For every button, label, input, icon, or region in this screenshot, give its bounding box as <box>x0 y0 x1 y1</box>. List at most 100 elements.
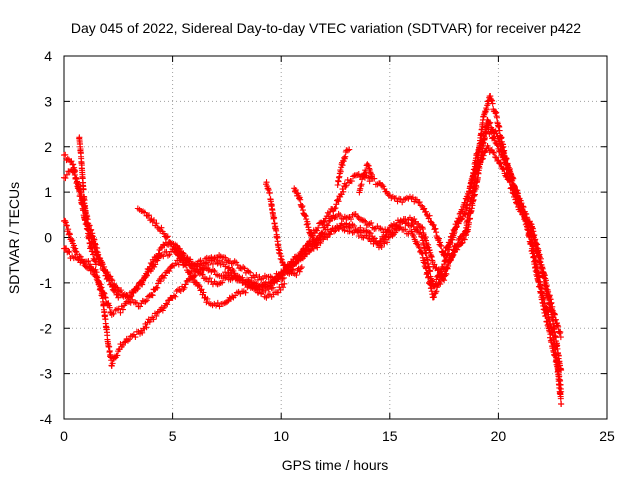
series-track-10 <box>356 161 375 196</box>
data-point <box>380 183 387 190</box>
data-point <box>62 151 69 158</box>
data-point <box>178 254 185 261</box>
data-point <box>117 309 124 316</box>
data-point <box>195 281 202 288</box>
data-point <box>303 216 310 223</box>
data-point <box>318 229 325 236</box>
data-point <box>416 244 423 251</box>
data-point <box>66 230 73 237</box>
data-point <box>462 199 469 206</box>
data-point <box>558 401 565 408</box>
data-point <box>72 245 79 252</box>
data-point <box>160 253 167 260</box>
data-point <box>441 252 448 259</box>
data-point <box>206 275 213 282</box>
data-point <box>110 310 117 317</box>
data-point <box>153 220 160 227</box>
data-point <box>543 312 550 319</box>
data-point <box>541 307 548 314</box>
data-point <box>118 287 125 294</box>
data-point <box>487 93 494 100</box>
data-point <box>103 272 110 279</box>
y-tick-label: 2 <box>44 139 52 155</box>
data-point <box>335 198 342 205</box>
data-point <box>62 219 69 226</box>
data-point <box>174 251 181 258</box>
data-point <box>344 147 351 154</box>
data-point <box>109 360 116 367</box>
data-point <box>96 280 103 287</box>
x-tick-label: 10 <box>273 428 289 444</box>
data-point <box>92 261 99 268</box>
data-point <box>281 261 288 268</box>
data-point <box>552 353 559 360</box>
data-point <box>65 248 72 255</box>
data-point <box>237 276 244 283</box>
data-point <box>501 147 508 154</box>
data-point <box>461 236 468 243</box>
data-point <box>441 273 448 280</box>
chart-title: Day 045 of 2022, Sidereal Day-to-day VTE… <box>71 20 581 36</box>
data-point <box>128 293 135 300</box>
data-point <box>410 223 417 230</box>
data-point <box>486 120 493 127</box>
data-point <box>298 264 305 271</box>
y-tick-label: 1 <box>44 184 52 200</box>
data-point <box>183 262 190 269</box>
data-point <box>197 257 204 264</box>
data-point <box>292 259 299 266</box>
data-point <box>348 178 355 185</box>
data-point <box>133 284 140 291</box>
data-point <box>421 257 428 264</box>
data-point <box>219 279 226 286</box>
data-point <box>119 306 126 313</box>
data-point <box>489 126 496 133</box>
data-point <box>354 228 361 235</box>
data-point <box>489 100 496 107</box>
data-point <box>442 247 449 254</box>
data-point <box>519 207 526 214</box>
data-point <box>265 286 272 293</box>
data-point <box>526 219 533 226</box>
x-tick-label: 20 <box>491 428 507 444</box>
data-point <box>449 252 456 259</box>
data-point <box>160 230 167 237</box>
data-point <box>292 186 299 193</box>
data-point <box>402 216 409 223</box>
data-point <box>408 195 415 202</box>
data-point <box>408 216 415 223</box>
data-point <box>81 197 88 204</box>
data-point <box>369 235 376 242</box>
series-track-9 <box>334 146 353 188</box>
data-point <box>520 211 527 218</box>
data-point <box>324 226 331 233</box>
data-point <box>99 261 106 268</box>
data-point <box>545 294 552 301</box>
data-point <box>92 258 99 265</box>
data-point <box>415 199 422 206</box>
data-point <box>166 268 173 275</box>
data-point <box>464 202 471 209</box>
data-point <box>168 263 175 270</box>
data-point <box>69 237 76 244</box>
data-point <box>355 233 362 240</box>
data-point <box>108 362 115 369</box>
data-point <box>396 225 403 232</box>
data-point <box>143 297 150 304</box>
data-point <box>423 208 429 215</box>
series-track-2 <box>61 123 565 395</box>
y-tick-label: -1 <box>40 275 53 291</box>
data-point <box>170 292 177 299</box>
data-point <box>458 240 465 247</box>
data-point <box>430 222 437 229</box>
data-point <box>204 295 211 302</box>
data-point <box>63 245 70 252</box>
data-point <box>127 293 134 300</box>
data-point <box>417 229 424 236</box>
data-point <box>384 239 391 246</box>
data-point <box>163 234 170 241</box>
data-point <box>102 294 109 301</box>
data-point <box>497 160 504 167</box>
data-point <box>271 275 278 282</box>
data-point <box>87 261 94 268</box>
